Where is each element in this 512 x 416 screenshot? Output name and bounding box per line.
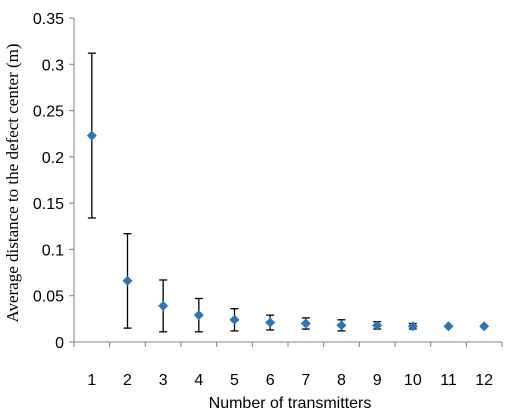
y-tick-label: 0.1	[42, 242, 64, 259]
data-point	[479, 321, 490, 332]
data-point	[265, 317, 276, 328]
data-point	[193, 310, 204, 321]
x-tick-labels: 1 2 3 4 5 6 7 8 9 10 11 12	[87, 372, 493, 389]
x-tick-label: 7	[301, 372, 310, 389]
data-point	[336, 320, 347, 331]
data-point	[407, 321, 418, 332]
data-points	[86, 130, 490, 332]
y-tick-labels: 0 0.05 0.1 0.15 0.2 0.25 0.3 0.35	[33, 11, 64, 352]
x-tick-label: 3	[159, 372, 168, 389]
data-point	[372, 320, 383, 331]
y-tick-label: 0.25	[33, 104, 64, 121]
y-tick-label: 0.05	[33, 289, 64, 306]
x-tick-label: 6	[266, 372, 275, 389]
y-axis-title: Average distance to the defect center (m…	[3, 43, 22, 322]
x-tick-label: 12	[475, 372, 493, 389]
x-tick-label: 5	[230, 372, 239, 389]
x-tick-label: 1	[87, 372, 96, 389]
data-point	[443, 321, 454, 332]
data-point	[158, 300, 169, 311]
x-tick-label: 4	[194, 372, 203, 389]
x-axis-title: Number of transmitters	[209, 395, 372, 412]
data-point	[300, 318, 311, 329]
x-tick-label: 2	[123, 372, 132, 389]
y-tick-label: 0.15	[33, 196, 64, 213]
y-tick-label: 0.3	[42, 57, 64, 74]
y-tick-label: 0	[55, 335, 64, 352]
y-tick-label: 0.35	[33, 11, 64, 28]
error-bars	[87, 52, 417, 333]
y-tick-label: 0.2	[42, 150, 64, 167]
data-point	[86, 130, 97, 141]
x-tick-label: 10	[404, 372, 422, 389]
x-tick-label: 8	[337, 372, 346, 389]
data-point	[229, 314, 240, 325]
x-tick-label: 9	[373, 372, 382, 389]
axes	[69, 17, 503, 347]
data-point	[122, 275, 133, 286]
x-tick-label: 11	[440, 372, 457, 389]
